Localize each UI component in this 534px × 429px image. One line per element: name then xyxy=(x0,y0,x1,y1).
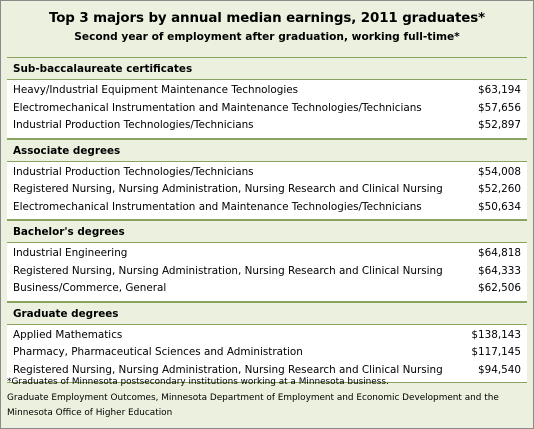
median-earnings: $54,008 xyxy=(478,165,521,178)
major-name: Registered Nursing, Nursing Administrati… xyxy=(13,183,443,195)
major-name: Applied Mathematics xyxy=(13,328,123,341)
table-row: Registered Nursing, Nursing Administrati… xyxy=(7,181,527,199)
section-associate: Associate degrees Industrial Production … xyxy=(7,138,527,220)
section-heading: Associate degrees xyxy=(7,140,527,162)
major-name: Registered Nursing, Nursing Administrati… xyxy=(13,264,443,277)
table-header: Top 3 majors by annual median earnings, … xyxy=(1,1,533,56)
median-earnings: $52,897 xyxy=(478,119,521,131)
section-rows: Applied Mathematics $138,143 Pharmacy, P… xyxy=(7,324,527,383)
median-earnings: $117,145 xyxy=(471,346,521,358)
table-row: Industrial Production Technologies/Techn… xyxy=(7,164,527,182)
section-sub-baccalaureate: Sub-baccalaureate certificates Heavy/Ind… xyxy=(7,58,527,139)
table-row: Business/Commerce, General $62,506 xyxy=(7,280,527,298)
section-bachelors: Bachelor's degrees Industrial Engineerin… xyxy=(7,220,527,302)
median-earnings: $62,506 xyxy=(478,282,521,294)
section-rows: Industrial Production Technologies/Techn… xyxy=(7,161,527,220)
median-earnings: $52,260 xyxy=(478,183,521,195)
median-earnings: $64,333 xyxy=(478,264,521,277)
table-row: Heavy/Industrial Equipment Maintenance T… xyxy=(7,82,527,100)
table-row: Registered Nursing, Nursing Administrati… xyxy=(7,263,527,281)
major-name: Industrial Engineering xyxy=(13,247,128,259)
table-title: Top 3 majors by annual median earnings, … xyxy=(48,11,486,26)
major-name: Pharmacy, Pharmaceutical Sciences and Ad… xyxy=(13,346,303,358)
footnote: *Graduates of Minnesota postsecondary in… xyxy=(7,377,389,387)
major-name: Electromechanical Instrumentation and Ma… xyxy=(13,200,422,213)
major-name: Electromechanical Instrumentation and Ma… xyxy=(13,101,422,114)
section-graduate: Graduate degrees Applied Mathematics $13… xyxy=(7,301,527,383)
section-heading: Graduate degrees xyxy=(7,303,527,325)
table-row: Industrial Production Technologies/Techn… xyxy=(7,117,527,135)
table-row: Applied Mathematics $138,143 xyxy=(7,327,527,345)
major-name: Business/Commerce, General xyxy=(13,282,167,294)
earnings-table: Sub-baccalaureate certificates Heavy/Ind… xyxy=(7,57,527,383)
median-earnings: $63,194 xyxy=(478,84,521,96)
major-name: Registered Nursing, Nursing Administrati… xyxy=(13,363,443,376)
median-earnings: $57,656 xyxy=(478,101,521,114)
major-name: Industrial Production Technologies/Techn… xyxy=(13,119,254,131)
section-heading: Bachelor's degrees xyxy=(7,221,527,243)
source-note: Graduate Employment Outcomes, Minnesota … xyxy=(7,392,499,419)
table-row: Electromechanical Instrumentation and Ma… xyxy=(7,199,527,217)
table-row: Pharmacy, Pharmaceutical Sciences and Ad… xyxy=(7,344,527,362)
median-earnings: $50,634 xyxy=(478,200,521,213)
table-footer: *Graduates of Minnesota postsecondary in… xyxy=(7,373,527,422)
major-name: Heavy/Industrial Equipment Maintenance T… xyxy=(13,84,299,96)
table-row: Registered Nursing, Nursing Administrati… xyxy=(7,362,527,380)
median-earnings: $64,818 xyxy=(478,247,521,259)
median-earnings: $94,540 xyxy=(478,363,521,376)
section-rows: Heavy/Industrial Equipment Maintenance T… xyxy=(7,80,527,139)
median-earnings: $138,143 xyxy=(471,328,521,341)
section-rows: Industrial Engineering $64,818 Registere… xyxy=(7,243,527,302)
table-row: Electromechanical Instrumentation and Ma… xyxy=(7,100,527,118)
section-heading: Sub-baccalaureate certificates xyxy=(7,58,527,80)
table-row: Industrial Engineering $64,818 xyxy=(7,245,527,263)
major-name: Industrial Production Technologies/Techn… xyxy=(13,165,254,178)
table-subtitle: Second year of employment after graduati… xyxy=(74,31,460,43)
